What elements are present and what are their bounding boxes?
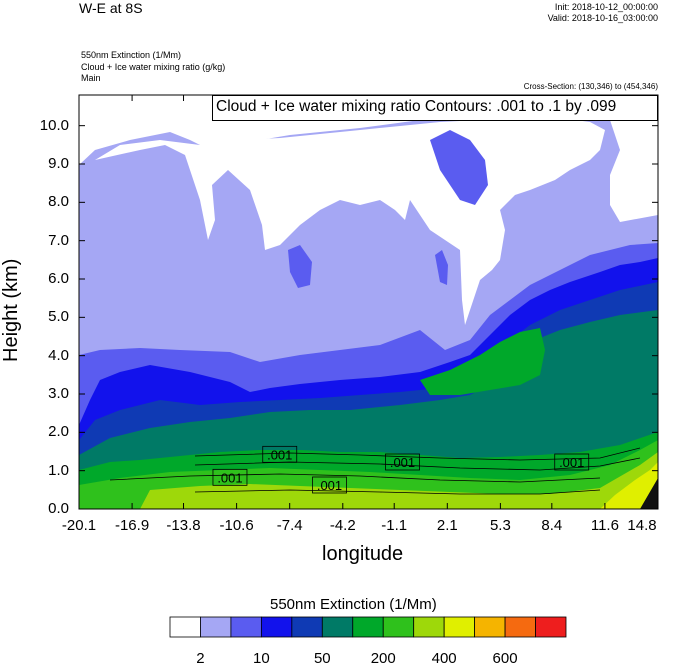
colorbar-swatch: [321, 616, 354, 638]
contour-label-box: [212, 468, 248, 486]
colorbar-swatch: [413, 616, 445, 638]
x-tick-label: 8.4: [541, 517, 563, 534]
colorbar-swatch: [291, 616, 323, 638]
colorbar-label: 10: [253, 650, 270, 667]
contour-note-box: [212, 95, 658, 121]
x-tick-label: -7.4: [276, 517, 303, 534]
contour-label: .001: [385, 453, 420, 471]
y-axis-title: Height (km): [0, 258, 22, 362]
colorbar-swatch: [535, 616, 567, 638]
x-tick-label: 5.3: [489, 517, 511, 534]
x-tick-label: -16.9: [114, 517, 150, 534]
init-time: Init: 2018-10-12_00:00:00: [554, 2, 658, 12]
contour-label-box: [312, 476, 347, 494]
valid-time: Valid: 2018-10-16_03:00:00: [547, 13, 658, 23]
colorbar-swatch: [382, 616, 415, 638]
y-tick-label: 9.0: [48, 155, 69, 172]
y-tick-label: 2.0: [48, 423, 69, 441]
layer-dark-corner: [640, 478, 658, 509]
x-tick-label: -4.2: [329, 517, 356, 534]
colorbar-label: 600: [492, 650, 518, 667]
colorbar-swatch: [230, 616, 262, 638]
colorbar-swatch: [504, 616, 536, 638]
x-axis-title: longitude: [322, 543, 404, 565]
contour-lines: [109, 447, 641, 495]
contour-label: .001: [554, 453, 590, 471]
y-tick-label: 4.0: [48, 346, 69, 364]
contour-label-box: [385, 453, 420, 471]
contour-label-box: [262, 445, 298, 463]
contour-label-text: .001: [217, 470, 242, 485]
x-tick-label: 11.6: [590, 517, 619, 534]
x-tick-label: -1.1: [381, 517, 408, 534]
colorbar-swatch: [352, 616, 384, 638]
y-tick-label: 0.0: [48, 500, 69, 517]
colorbar-label: 2: [196, 650, 205, 667]
y-tick-label: 3.0: [48, 385, 69, 402]
colorbar: [169, 616, 567, 638]
colorbar-swatch: [200, 616, 232, 638]
layer-purple-blob-2: [288, 245, 312, 288]
cross-section-label: Cross-Section: (130,346) to (454,346): [523, 82, 658, 91]
contour-label: .001: [312, 476, 347, 494]
contour-label-box: [554, 453, 590, 471]
field-label-cloud-ice: Cloud + Ice water mixing ratio (g/kg): [81, 62, 226, 72]
contour-label-text: .001: [267, 447, 292, 462]
colorbar-swatch: [443, 616, 476, 638]
x-tick-label: 14.8: [627, 517, 657, 534]
x-tick-label: -13.8: [166, 517, 201, 534]
x-tick-label: -10.6: [219, 517, 254, 534]
contour-label: .001: [262, 445, 298, 463]
plot-title: W-E at 8S: [79, 0, 143, 16]
y-tick-label: 6.0: [48, 270, 69, 287]
contour-note: Cloud + Ice water mixing ratio Contours:…: [216, 98, 617, 115]
y-tick-label: 1.0: [48, 461, 69, 479]
y-ticks: [79, 125, 658, 510]
layer-purple-blob-3: [435, 250, 448, 285]
colorbar-label: 400: [431, 650, 457, 667]
colorbar-label: 50: [313, 650, 331, 667]
contour-label: .001: [212, 468, 248, 486]
contour-labels: .001 .001 .001 .001 .001: [212, 445, 590, 494]
colorbar-swatch: [260, 616, 293, 638]
contour-label-text: .001: [317, 478, 342, 493]
plot-fill-layers: [79, 95, 658, 509]
layer-green-patch: [420, 328, 545, 395]
colorbar-swatch: [169, 616, 201, 638]
y-tick-label: 8.0: [48, 193, 69, 211]
field-label-main: Main: [81, 73, 101, 83]
contour-label-text: .001: [559, 455, 584, 470]
colorbar-swatch: [474, 616, 506, 638]
colorbar-label: 200: [370, 650, 396, 667]
x-tick-label: -20.1: [61, 517, 97, 534]
layer-purple-blob-1: [430, 130, 488, 205]
y-tick-label: 7.0: [48, 231, 69, 249]
x-tick-label: 2.1: [436, 517, 458, 534]
layer-yellow: [600, 462, 658, 509]
colorbar-title: 550nm Extinction (1/Mm): [270, 596, 437, 613]
y-tick-label: 10.0: [39, 116, 69, 134]
field-label-extinction: 550nm Extinction (1/Mm): [81, 50, 182, 60]
layer-yellow-green: [140, 452, 658, 509]
contour-label-text: .001: [390, 455, 415, 470]
y-tick-label: 5.0: [48, 308, 69, 326]
